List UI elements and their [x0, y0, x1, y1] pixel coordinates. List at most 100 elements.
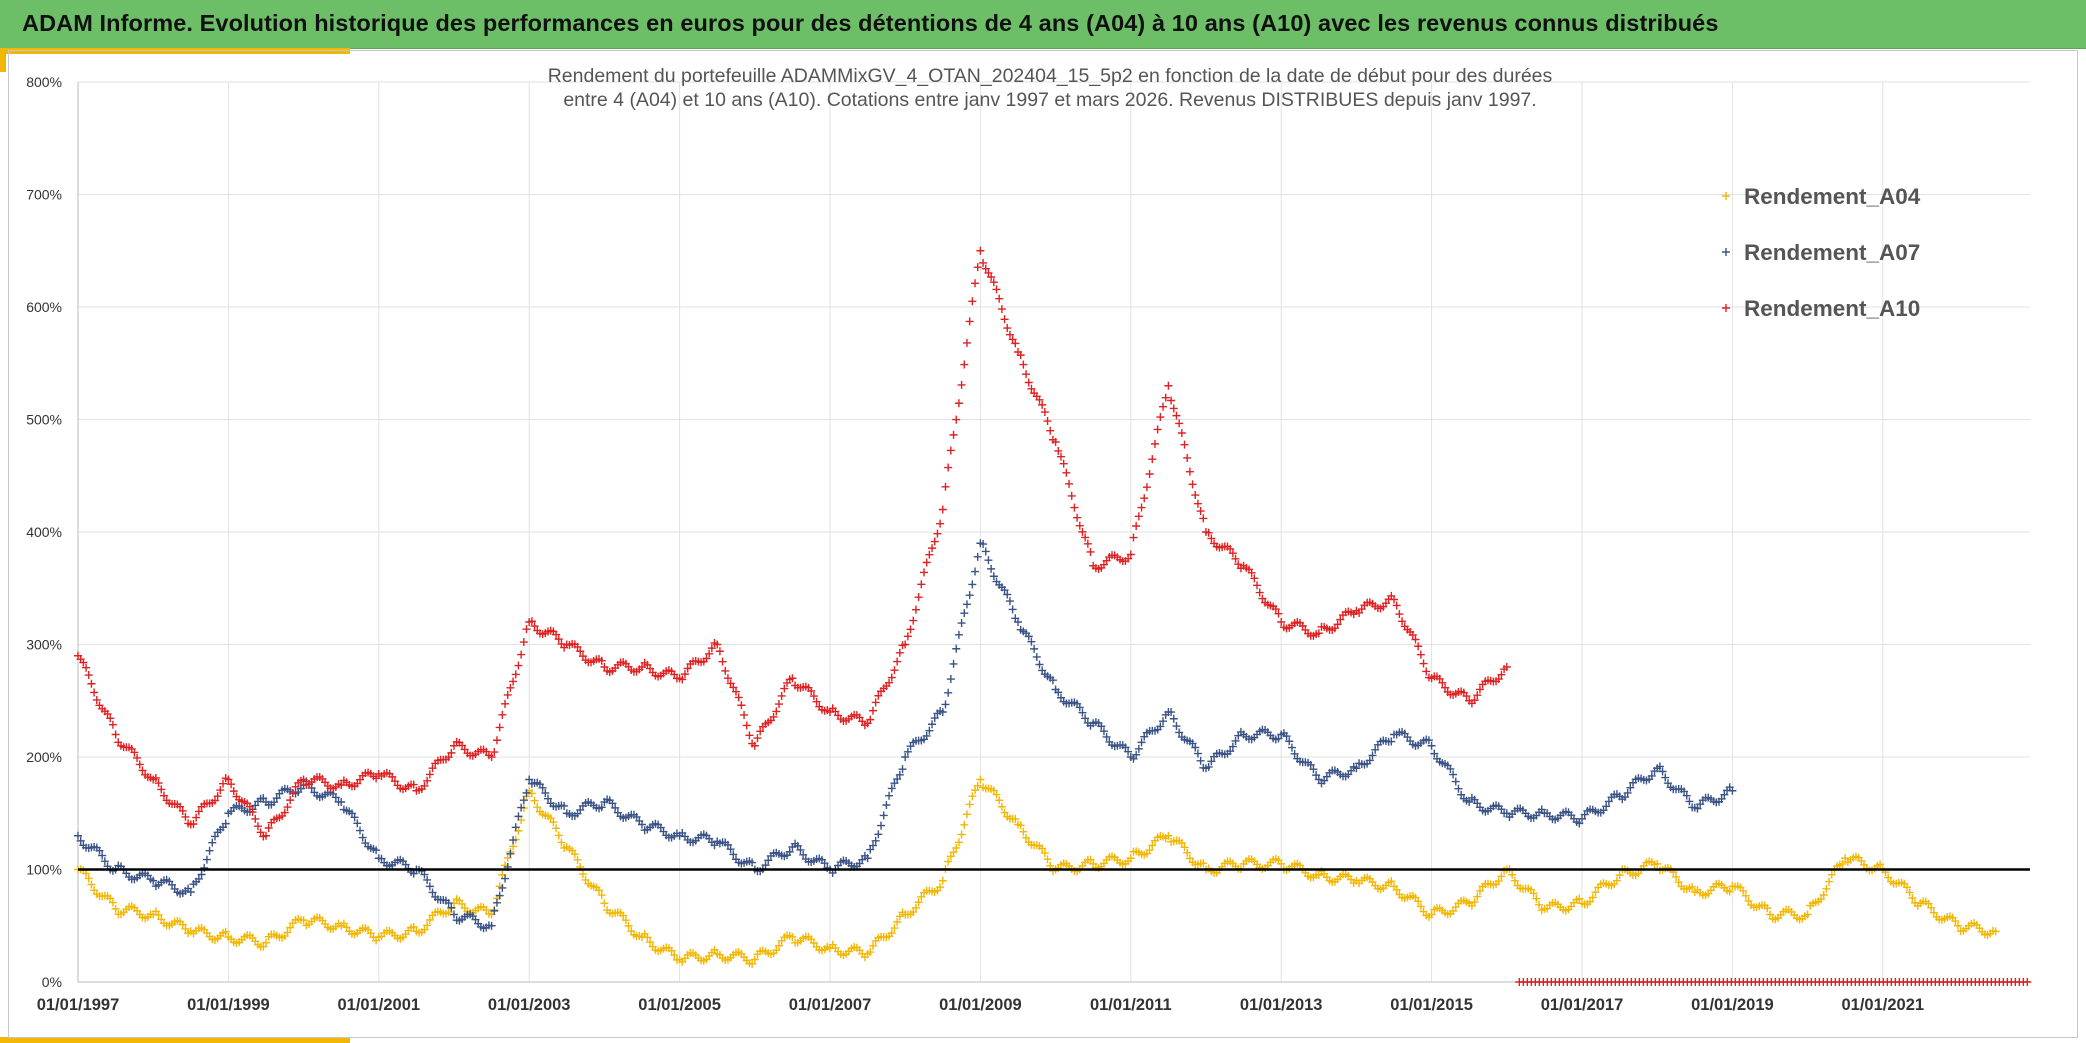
data-point-interp	[1177, 428, 1186, 437]
data-point-interp	[646, 938, 655, 947]
data-point-interp	[1132, 750, 1141, 759]
data-point-interp	[390, 777, 399, 786]
data-point-interp	[1196, 756, 1205, 765]
data-point-interp	[205, 846, 214, 855]
data-point-interp	[774, 700, 783, 709]
data-point-interp	[1500, 809, 1509, 818]
data-point-interp	[1929, 908, 1938, 917]
data-point-interp	[1167, 708, 1176, 717]
data-point-interp	[1236, 727, 1245, 736]
data-point-interp	[428, 888, 437, 897]
data-point-interp	[334, 780, 343, 789]
data-point-interp	[1411, 635, 1420, 644]
data-point-interp	[887, 673, 896, 682]
data-point	[750, 955, 759, 964]
data-point-interp	[495, 891, 504, 900]
data-point-interp	[1191, 743, 1200, 752]
data-point-interp	[597, 891, 606, 900]
data-point-interp	[578, 652, 587, 661]
data-point-interp	[936, 883, 945, 892]
data-point-interp	[745, 731, 754, 740]
data-point-interp	[1228, 742, 1237, 751]
data-point-interp	[159, 791, 168, 800]
data-point-interp	[989, 278, 998, 287]
data-point-interp	[1250, 574, 1259, 583]
data-point-interp	[248, 808, 257, 817]
data-point-interp	[903, 747, 912, 756]
data-point-interp	[425, 915, 434, 924]
data-point-interp	[1040, 408, 1049, 417]
data-point-interp	[1462, 692, 1471, 701]
data-point-interp	[157, 785, 166, 794]
data-point-interp	[595, 886, 604, 895]
data-point-interp	[895, 912, 904, 921]
data-point-interp	[210, 796, 219, 805]
data-point-interp	[670, 670, 679, 679]
data-point	[74, 831, 82, 840]
data-point-interp	[1253, 581, 1262, 590]
data-point-interp	[1306, 760, 1315, 769]
data-point-interp	[898, 908, 907, 917]
data-point-interp	[898, 765, 907, 774]
data-point-interp	[1349, 610, 1358, 619]
data-point-interp	[1414, 897, 1423, 906]
y-tick-label: 100%	[26, 862, 62, 878]
data-point-interp	[1365, 756, 1374, 765]
data-point-interp	[1199, 763, 1208, 772]
data-point-interp	[1099, 727, 1108, 736]
data-point-interp	[1819, 891, 1828, 900]
data-point-interp	[1059, 459, 1068, 468]
data-point-interp	[1532, 894, 1541, 903]
data-point-interp	[1620, 793, 1629, 802]
data-point-interp	[1647, 771, 1656, 780]
data-point-interp	[1470, 897, 1479, 906]
data-point-interp	[1693, 804, 1702, 813]
data-point-interp	[353, 819, 362, 828]
data-point-interp	[1623, 788, 1632, 797]
data-point-interp	[793, 841, 802, 850]
data-point-interp	[973, 552, 982, 561]
data-point-interp	[428, 764, 437, 773]
data-point-interp	[973, 263, 982, 272]
y-tick-label: 500%	[26, 412, 62, 428]
data-point-interp	[1000, 808, 1009, 817]
data-point-interp	[530, 796, 539, 805]
data-point-interp	[138, 766, 147, 775]
data-point-interp	[1035, 395, 1044, 404]
data-point-interp	[1446, 764, 1455, 773]
data-point-interp	[772, 707, 781, 716]
data-point-interp	[560, 843, 569, 852]
data-point-interp	[1067, 491, 1076, 500]
data-point-interp	[1913, 901, 1922, 910]
data-point-interp	[715, 647, 724, 656]
data-point-interp	[903, 632, 912, 641]
data-point-interp	[635, 665, 644, 674]
data-point-interp	[447, 903, 456, 912]
data-point-interp	[79, 658, 88, 667]
data-point-interp	[1287, 743, 1296, 752]
data-point-interp	[718, 657, 727, 666]
data-point-interp	[734, 693, 743, 702]
data-point-interp	[106, 714, 115, 723]
data-point-interp	[1159, 402, 1168, 411]
data-point-interp	[995, 796, 1004, 805]
data-point-interp	[831, 707, 840, 716]
data-point-interp	[1371, 745, 1380, 754]
data-point-interp	[874, 691, 883, 700]
data-point-interp	[541, 789, 550, 798]
data-point-interp	[987, 564, 996, 573]
data-point-interp	[989, 572, 998, 581]
data-point-interp	[1494, 877, 1503, 886]
data-point-interp	[1763, 904, 1772, 913]
data-point-interp	[895, 648, 904, 657]
data-point-interp	[1298, 621, 1307, 630]
data-point-interp	[933, 529, 942, 538]
data-point-interp	[944, 857, 953, 866]
data-point-interp	[570, 850, 579, 859]
data-point-interp	[1744, 897, 1753, 906]
data-point-interp	[946, 446, 955, 455]
data-point-interp	[705, 649, 714, 658]
data-point-interp	[1309, 765, 1318, 774]
data-point-interp	[981, 264, 990, 273]
data-point-interp	[898, 641, 907, 650]
